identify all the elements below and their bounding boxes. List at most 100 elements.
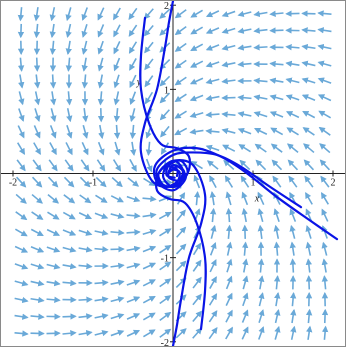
field-arrow [142, 295, 156, 304]
field-arrow [113, 41, 121, 55]
field-arrow [113, 7, 121, 21]
field-arrow [273, 275, 281, 290]
field-arrow [269, 111, 284, 118]
field-arrow [48, 159, 58, 172]
field-arrow [208, 293, 218, 306]
field-arrow [49, 7, 56, 22]
field-arrow [65, 142, 73, 156]
field-arrow [269, 94, 284, 101]
field-arrow [129, 124, 137, 140]
field-arrow [159, 228, 172, 237]
field-arrow [226, 241, 233, 256]
field-arrow [319, 159, 331, 171]
field-arrow [301, 94, 316, 101]
field-arrow [190, 160, 203, 170]
field-arrow [258, 275, 265, 290]
field-arrow [209, 241, 217, 256]
field-arrow [126, 245, 141, 253]
field-arrow [302, 127, 315, 136]
field-arrow [129, 74, 137, 88]
field-arrow [269, 60, 284, 68]
field-arrow [95, 194, 108, 203]
field-arrow [175, 260, 187, 272]
field-arrow [285, 60, 300, 68]
field-arrow [241, 191, 249, 206]
trajectory-curve [155, 151, 303, 209]
y-tick-label: 2 [164, 1, 169, 12]
field-arrow [253, 77, 268, 85]
field-arrow [224, 175, 234, 188]
field-arrow [128, 24, 138, 37]
field-arrow [285, 43, 300, 51]
field-arrow [158, 211, 172, 220]
field-arrow [66, 125, 73, 139]
field-arrow [144, 91, 154, 105]
field-arrow [242, 258, 249, 273]
field-arrow [98, 124, 105, 140]
field-arrow [305, 208, 313, 222]
vector-field [14, 7, 332, 340]
field-arrow [49, 125, 57, 139]
field-arrow [110, 279, 125, 286]
field-arrow [81, 142, 89, 156]
field-arrow [176, 226, 187, 238]
field-arrow [110, 212, 125, 220]
y-tick-label: -1 [161, 254, 169, 265]
field-arrow [46, 228, 61, 236]
field-arrow [205, 10, 220, 18]
field-arrow [159, 328, 172, 338]
field-arrow [174, 127, 188, 136]
field-arrow [242, 275, 249, 290]
field-arrow [30, 296, 45, 304]
field-arrow [63, 176, 75, 188]
field-arrow [285, 94, 300, 101]
field-arrow [176, 209, 186, 222]
field-arrow [176, 192, 186, 205]
field-arrow [205, 61, 220, 68]
field-arrow [174, 110, 187, 119]
field-arrow [15, 193, 27, 204]
field-arrow [129, 58, 137, 71]
field-arrow [193, 174, 201, 189]
field-arrow [97, 24, 105, 38]
field-arrow [47, 211, 60, 220]
field-arrow [254, 143, 267, 153]
field-arrow [221, 44, 236, 51]
field-arrow [285, 111, 300, 119]
field-arrow [320, 175, 330, 188]
field-arrow [301, 43, 316, 51]
field-arrow [205, 27, 220, 34]
field-arrow [192, 310, 203, 323]
field-arrow [286, 143, 299, 153]
field-arrow [269, 77, 284, 84]
field-arrow [126, 296, 141, 303]
field-arrow [142, 279, 156, 287]
field-arrow [14, 280, 29, 287]
field-arrow [110, 195, 124, 203]
field-arrow [269, 27, 284, 34]
field-arrow [241, 326, 249, 340]
field-arrow [159, 311, 172, 322]
field-arrow [290, 308, 297, 324]
field-arrow [143, 177, 156, 187]
x-axis-label: x [254, 194, 260, 205]
field-arrow [174, 42, 187, 52]
field-arrow [189, 128, 204, 135]
x-tick-label: -1 [89, 178, 97, 189]
field-arrow [319, 143, 331, 154]
field-arrow [175, 243, 187, 255]
field-arrow [78, 229, 93, 236]
field-arrow [16, 142, 26, 155]
field-arrow [321, 225, 328, 239]
field-arrow [97, 40, 104, 55]
trajectory-curve [157, 159, 207, 346]
field-arrow [225, 224, 233, 239]
field-arrow [159, 261, 172, 271]
x-tick-label: 2 [331, 178, 336, 189]
field-arrow [189, 77, 204, 85]
field-arrow [18, 91, 25, 106]
field-arrow [317, 43, 332, 51]
field-arrow [305, 258, 313, 273]
